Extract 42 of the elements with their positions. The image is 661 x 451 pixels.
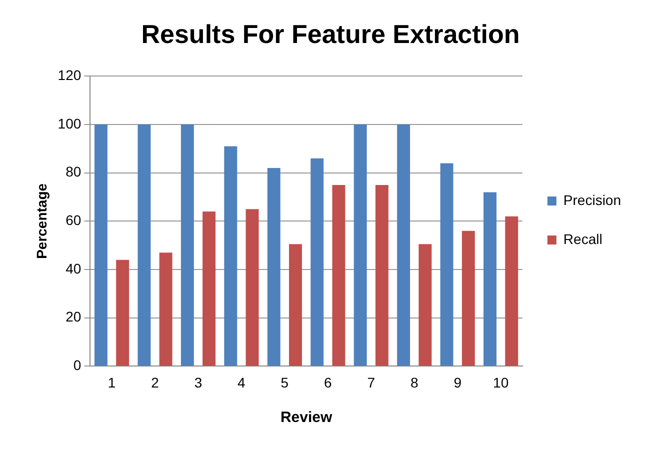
bar [310, 158, 324, 366]
x-tick-label: 3 [194, 374, 202, 390]
bar [505, 216, 518, 366]
x-tick-label: 9 [454, 374, 462, 390]
legend-label: Precision [563, 192, 622, 208]
bar [375, 184, 388, 366]
x-axis-title: Review [280, 409, 332, 426]
bar [94, 124, 108, 366]
x-tick-label: 5 [280, 374, 289, 390]
y-tick-label: 0 [73, 357, 82, 374]
y-axis-title: Percentage [33, 183, 50, 259]
x-tick-label: 1 [108, 374, 116, 390]
bar [440, 163, 454, 366]
y-tick-label: 40 [66, 260, 82, 276]
y-tick-label: 120 [58, 67, 82, 84]
bar [224, 146, 238, 366]
x-tick-label: 7 [367, 374, 376, 390]
bar [159, 252, 172, 366]
bar [180, 124, 194, 366]
y-tick-label: 80 [66, 164, 82, 180]
legend-label: Recall [563, 230, 602, 247]
bar [289, 244, 302, 366]
bar [116, 260, 130, 366]
chart-title: Results For Feature Extraction [141, 18, 520, 49]
x-tick-label: 10 [493, 374, 509, 390]
bar [202, 212, 216, 366]
y-tick-label: 60 [66, 212, 82, 228]
bar [462, 230, 475, 366]
y-tick-label: 100 [58, 115, 82, 132]
bar [246, 209, 259, 366]
bar [484, 192, 496, 366]
x-tick-label: 8 [410, 374, 418, 390]
bar [267, 168, 280, 366]
x-tick-label: 2 [151, 374, 160, 390]
x-tick-label: 4 [238, 374, 246, 390]
y-tick-label: 20 [66, 308, 82, 325]
bar [418, 244, 432, 366]
bar [354, 124, 367, 366]
bar [138, 124, 151, 366]
x-tick-label: 6 [324, 374, 332, 390]
bar [332, 184, 346, 366]
bar [397, 124, 410, 366]
